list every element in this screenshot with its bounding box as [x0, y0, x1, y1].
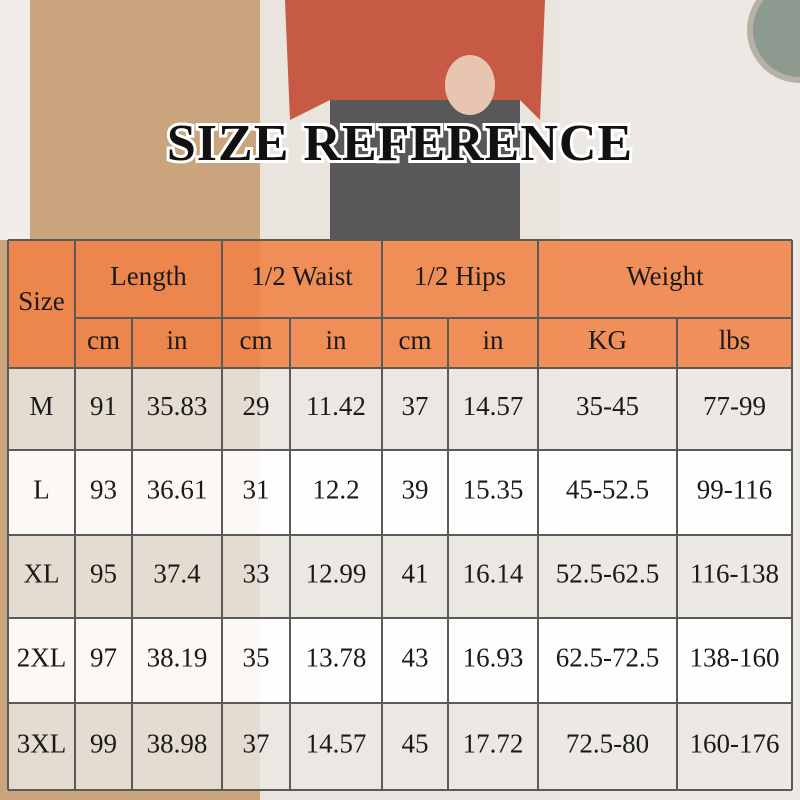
data-cell: 116-138 — [690, 559, 779, 589]
data-cell: 16.14 — [463, 559, 524, 589]
row-bg — [8, 535, 792, 618]
data-cell: 99-116 — [697, 475, 773, 505]
data-cell: 91 — [90, 391, 117, 421]
data-cell: 41 — [402, 559, 429, 589]
data-cell: 14.57 — [306, 729, 367, 759]
unit-cell: lbs — [719, 325, 751, 355]
row-bg — [8, 450, 792, 535]
unit-cell: KG — [588, 325, 627, 355]
data-cell: 45-52.5 — [566, 475, 649, 505]
unit-cell: in — [482, 325, 504, 355]
data-cell: 13.78 — [306, 643, 367, 673]
header-cell: 1/2 Waist — [251, 261, 353, 291]
data-cell: 43 — [402, 643, 429, 673]
data-cell: 38.19 — [147, 643, 208, 673]
data-cell: 72.5-80 — [566, 729, 649, 759]
data-cell: 52.5-62.5 — [556, 559, 660, 589]
data-cell: 17.72 — [463, 729, 524, 759]
data-cell: 97 — [90, 643, 117, 673]
data-cell: 77-99 — [703, 391, 766, 421]
row-bg — [8, 703, 792, 790]
data-cell: 45 — [402, 729, 429, 759]
header-cell: 1/2 Hips — [414, 261, 506, 291]
data-cell: 14.57 — [463, 391, 524, 421]
data-cell: 11.42 — [306, 391, 366, 421]
data-cell: 95 — [90, 559, 117, 589]
curtain — [0, 0, 30, 240]
data-cell: 37 — [402, 391, 429, 421]
header-bg — [8, 240, 792, 368]
header-cell: Weight — [626, 261, 704, 291]
title: SIZE REFERENCE — [167, 115, 633, 172]
data-cell: 39 — [402, 475, 429, 505]
row-bg — [8, 618, 792, 703]
data-cell: L — [33, 475, 50, 505]
data-cell: 33 — [243, 559, 270, 589]
data-cell: 37.4 — [153, 559, 201, 589]
pants — [330, 100, 520, 240]
data-cell: 29 — [243, 391, 270, 421]
data-cell: 160-176 — [690, 729, 780, 759]
data-cell: 38.98 — [147, 729, 208, 759]
data-cell: 138-160 — [690, 643, 780, 673]
data-cell: 12.99 — [306, 559, 367, 589]
data-cell: XL — [24, 559, 60, 589]
mirror — [747, 0, 800, 83]
data-cell: M — [29, 391, 53, 421]
data-cell: 99 — [90, 729, 117, 759]
data-cell: 37 — [243, 729, 270, 759]
data-cell: 35-45 — [576, 391, 639, 421]
data-cell: 12.2 — [312, 475, 359, 505]
data-cell: 2XL — [17, 643, 67, 673]
data-cell: 35 — [243, 643, 270, 673]
data-cell: 93 — [90, 475, 117, 505]
row-bg — [8, 368, 792, 450]
data-cell: 15.35 — [463, 475, 524, 505]
data-cell: 36.61 — [147, 475, 208, 505]
data-cell: 3XL — [17, 729, 67, 759]
unit-cell: cm — [240, 325, 273, 355]
unit-cell: cm — [87, 325, 120, 355]
data-cell: 35.83 — [147, 391, 208, 421]
unit-cell: in — [166, 325, 188, 355]
table: Size Length 1/2 Waist 1/2 Hips Weight cm in cm i… — [7, 239, 793, 791]
data-cell: 31 — [243, 475, 270, 505]
data-cell: 62.5-72.5 — [556, 643, 660, 673]
hands — [445, 55, 495, 115]
data-cell: 16.93 — [463, 643, 524, 673]
header-cell: Size — [18, 286, 65, 316]
unit-cell: cm — [399, 325, 432, 355]
unit-cell: in — [325, 325, 347, 355]
header-cell: Length — [110, 261, 187, 291]
